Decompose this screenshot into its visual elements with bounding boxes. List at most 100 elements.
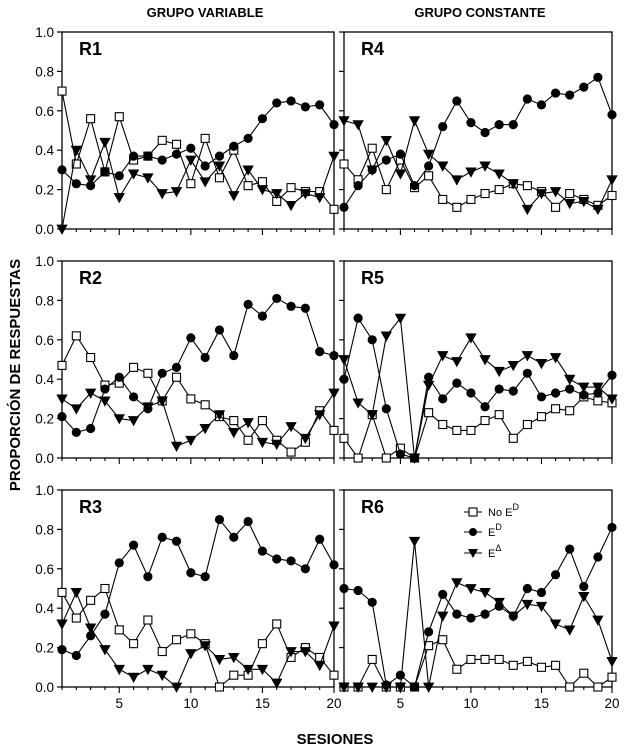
data-point [536,100,547,110]
data-point [271,189,283,200]
data-point [438,589,448,600]
series-ed [339,72,617,212]
data-point [339,159,349,169]
data-point [128,392,139,402]
data-point [352,120,364,131]
data-point [606,656,618,668]
data-point [286,301,296,311]
legend-label: No ED [488,502,519,519]
data-point [551,660,561,670]
data-point [451,175,463,186]
data-point [142,402,154,413]
data-point [86,595,96,605]
data-point [256,185,269,196]
data-point [367,597,377,607]
data-point [186,568,196,578]
data-point [300,564,310,574]
data-point [606,394,618,405]
data-point [522,419,532,430]
data-point [257,639,267,649]
data-point [257,114,268,124]
data-point [565,384,575,394]
data-point [256,437,269,449]
data-point [156,189,168,200]
data-point [339,374,349,384]
data-point [466,388,476,398]
data-point [493,169,505,180]
data-point [100,384,110,394]
data-point [157,368,167,378]
x-tick-label: 5 [397,696,405,711]
data-point [493,366,505,378]
y-tick-label: 0.2 [35,183,54,198]
data-point [480,188,490,199]
data-point [114,558,124,568]
data-point [171,362,182,372]
data-point [452,664,462,674]
data-point [606,175,618,186]
data-point [243,299,253,309]
data-point [228,653,240,664]
data-point [213,161,226,172]
data-point [56,619,68,630]
panel-r2: R2 0.0 0.2 0.4 0.6 0.8 1.0 [35,254,340,466]
data-point [353,313,363,323]
series-edelta [338,116,618,216]
data-point [229,350,239,361]
y-tick-label: 0.6 [35,333,54,348]
data-point [272,619,282,629]
data-point [314,193,326,204]
data-point [508,386,518,396]
data-point [565,90,575,100]
data-point [57,165,67,175]
data-point [242,418,254,429]
data-point [508,433,518,443]
data-point [186,394,196,404]
data-point [564,198,576,210]
data-point [143,368,153,378]
col-title-variable: GRUPO VARIABLE [147,5,264,20]
data-point [424,161,434,171]
data-point [508,660,518,670]
data-point [329,119,339,130]
series-no-ed [57,86,339,214]
data-point [535,359,548,370]
data-point [170,187,183,198]
y-tick-label: 1.0 [35,25,54,40]
data-point [592,615,604,626]
data-point [114,372,124,382]
y-axis-label: PROPORCIÓN DE RESPUESTAS [6,259,24,491]
data-point [171,139,182,149]
data-point [578,382,590,393]
data-point [465,333,477,344]
data-point [494,185,504,195]
data-point [424,627,434,637]
x-tick-label: 10 [183,696,198,711]
series-no-ed [57,583,339,692]
data-point [408,453,421,464]
data-point [352,682,364,693]
data-point [256,664,269,676]
data-point [243,181,253,191]
data-point [565,544,575,554]
data-point [142,664,154,676]
data-point [438,635,448,645]
data-point [200,161,210,171]
data-point [328,151,340,162]
data-point [408,116,421,127]
data-point [507,361,519,372]
data-point [199,177,211,188]
data-point [579,581,589,592]
data-point [99,645,111,656]
data-point [329,670,339,680]
data-point [57,412,67,422]
data-point [185,155,197,166]
series-line [61,591,335,688]
x-tick-label: 10 [463,696,478,711]
series-ed [339,313,617,463]
data-point [84,388,97,399]
data-point [257,546,268,556]
data-point [479,161,491,172]
data-point [171,149,182,159]
data-point [409,181,420,191]
